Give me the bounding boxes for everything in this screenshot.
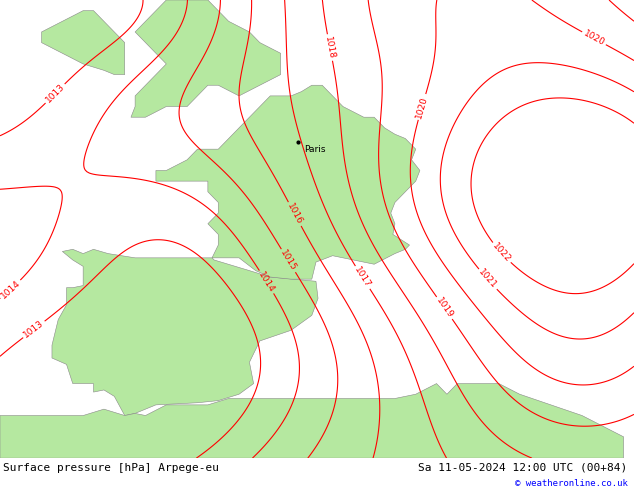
Text: 1020: 1020	[415, 95, 429, 119]
Text: 1015: 1015	[278, 248, 298, 273]
Text: Paris: Paris	[304, 146, 326, 154]
Text: 1017: 1017	[353, 266, 373, 290]
Polygon shape	[52, 249, 318, 416]
Text: 1021: 1021	[477, 268, 499, 291]
Text: 1013: 1013	[44, 82, 67, 105]
Text: Surface pressure [hPa] Arpege-eu: Surface pressure [hPa] Arpege-eu	[3, 463, 219, 473]
Polygon shape	[0, 384, 624, 458]
Polygon shape	[156, 85, 420, 279]
Text: 1016: 1016	[285, 202, 304, 226]
Polygon shape	[42, 11, 125, 74]
Text: 1014: 1014	[257, 270, 276, 294]
Polygon shape	[131, 0, 281, 117]
Text: 1022: 1022	[491, 242, 512, 264]
Text: Sa 11-05-2024 12:00 UTC (00+84): Sa 11-05-2024 12:00 UTC (00+84)	[418, 463, 628, 473]
Text: 1013: 1013	[22, 319, 46, 340]
Text: 1019: 1019	[434, 296, 455, 320]
Text: © weatheronline.co.uk: © weatheronline.co.uk	[515, 479, 628, 489]
Text: 1018: 1018	[323, 35, 337, 60]
Text: 1014: 1014	[0, 278, 22, 300]
Text: 1020: 1020	[582, 29, 606, 48]
